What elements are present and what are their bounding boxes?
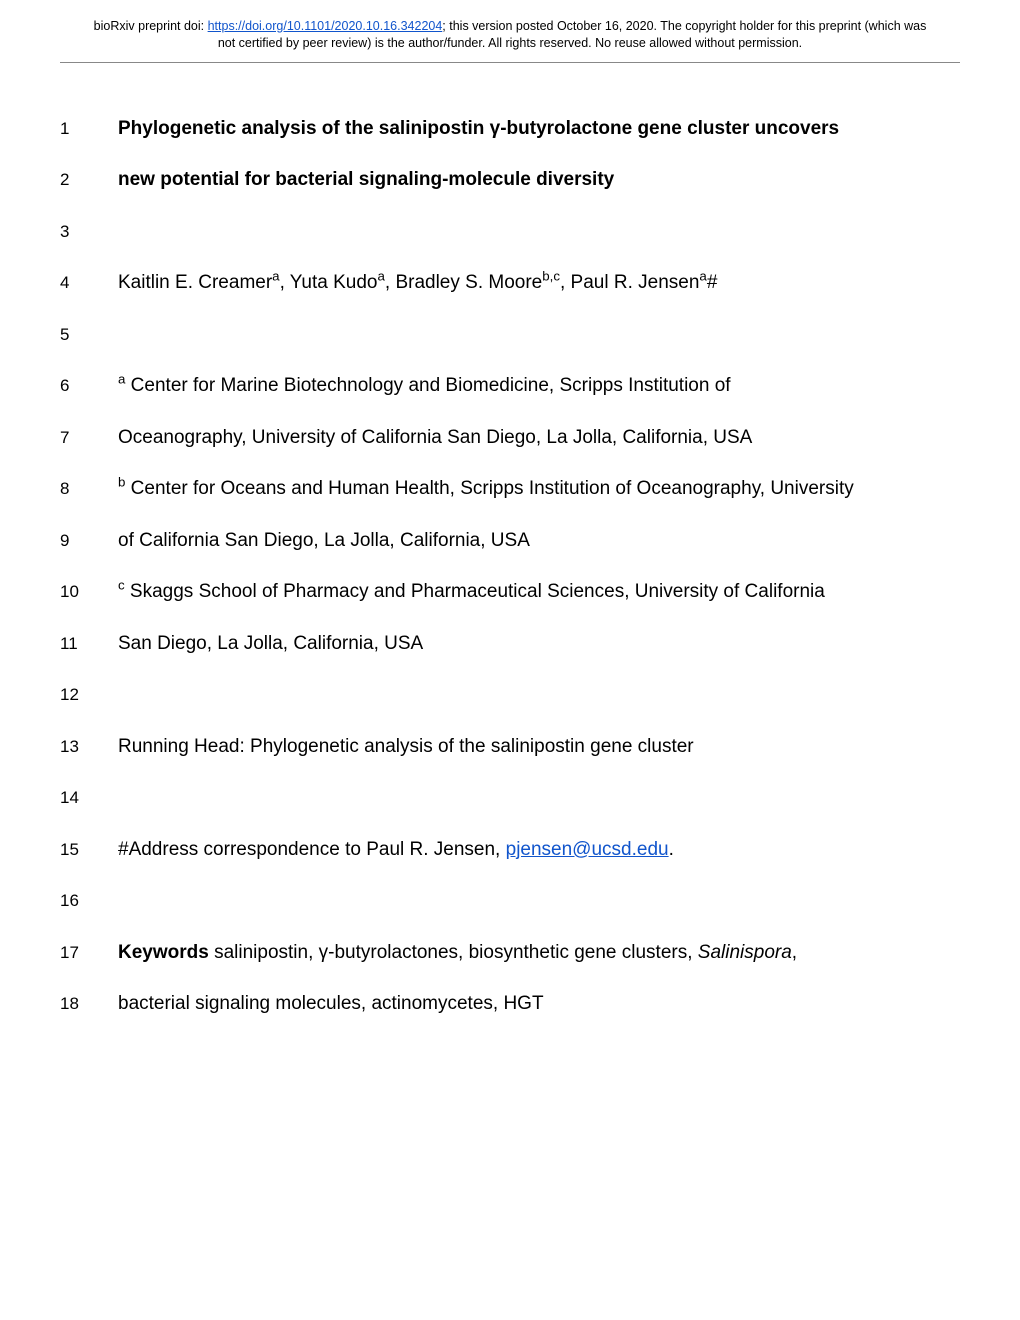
line-text: Running Head: Phylogenetic analysis of t… [118, 733, 694, 762]
line-number: 6 [60, 376, 118, 396]
manuscript-body: 1Phylogenetic analysis of the salinipost… [0, 63, 1020, 1019]
line-text [118, 321, 123, 350]
line-number: 17 [60, 943, 118, 963]
header-prefix: bioRxiv preprint doi: [94, 19, 208, 33]
manuscript-line: 11San Diego, La Jolla, California, USA [60, 630, 920, 659]
line-number: 11 [60, 634, 118, 654]
line-text: of California San Diego, La Jolla, Calif… [118, 527, 530, 556]
manuscript-line: 3 [60, 218, 920, 247]
line-number: 1 [60, 119, 118, 139]
line-number: 5 [60, 325, 118, 345]
line-text: Keywords salinipostin, γ-butyrolactones,… [118, 939, 797, 968]
manuscript-line: 14 [60, 784, 920, 813]
line-number: 18 [60, 994, 118, 1014]
line-number: 12 [60, 685, 118, 705]
email-link[interactable]: pjensen@ucsd.edu [506, 839, 669, 860]
line-text: bacterial signaling molecules, actinomyc… [118, 990, 544, 1019]
manuscript-line: 8b Center for Oceans and Human Health, S… [60, 475, 920, 504]
line-text: #Address correspondence to Paul R. Jense… [118, 836, 674, 865]
manuscript-line: 2new potential for bacterial signaling-m… [60, 166, 920, 195]
manuscript-line: 15#Address correspondence to Paul R. Jen… [60, 836, 920, 865]
line-text [118, 887, 123, 916]
doi-link[interactable]: https://doi.org/10.1101/2020.10.16.34220… [208, 19, 443, 33]
manuscript-line: 18bacterial signaling molecules, actinom… [60, 990, 920, 1019]
line-number: 7 [60, 428, 118, 448]
line-number: 8 [60, 479, 118, 499]
line-text: new potential for bacterial signaling-mo… [118, 166, 614, 195]
line-number: 2 [60, 170, 118, 190]
line-text: Kaitlin E. Creamera, Yuta Kudoa, Bradley… [118, 269, 717, 298]
preprint-header: bioRxiv preprint doi: https://doi.org/10… [0, 18, 1020, 60]
line-text: Phylogenetic analysis of the saliniposti… [118, 115, 839, 144]
manuscript-line: 16 [60, 887, 920, 916]
line-text: San Diego, La Jolla, California, USA [118, 630, 423, 659]
manuscript-line: 17Keywords salinipostin, γ-butyrolactone… [60, 939, 920, 968]
line-number: 4 [60, 273, 118, 293]
manuscript-line: 7Oceanography, University of California … [60, 424, 920, 453]
line-text: c Skaggs School of Pharmacy and Pharmace… [118, 578, 825, 607]
line-text: Oceanography, University of California S… [118, 424, 752, 453]
line-text [118, 218, 123, 247]
manuscript-line: 13Running Head: Phylogenetic analysis of… [60, 733, 920, 762]
page: bioRxiv preprint doi: https://doi.org/10… [0, 0, 1020, 1320]
manuscript-line: 6a Center for Marine Biotechnology and B… [60, 372, 920, 401]
manuscript-line: 12 [60, 681, 920, 710]
line-number: 3 [60, 222, 118, 242]
line-number: 9 [60, 531, 118, 551]
manuscript-line: 4Kaitlin E. Creamera, Yuta Kudoa, Bradle… [60, 269, 920, 298]
line-number: 14 [60, 788, 118, 808]
line-number: 15 [60, 840, 118, 860]
line-text [118, 784, 123, 813]
manuscript-line: 10c Skaggs School of Pharmacy and Pharma… [60, 578, 920, 607]
line-number: 13 [60, 737, 118, 757]
line-number: 10 [60, 582, 118, 602]
line-text: a Center for Marine Biotechnology and Bi… [118, 372, 731, 401]
manuscript-line: 1Phylogenetic analysis of the salinipost… [60, 115, 920, 144]
manuscript-line: 9of California San Diego, La Jolla, Cali… [60, 527, 920, 556]
manuscript-line: 5 [60, 321, 920, 350]
line-number: 16 [60, 891, 118, 911]
line-text: b Center for Oceans and Human Health, Sc… [118, 475, 854, 504]
line-text [118, 681, 123, 710]
